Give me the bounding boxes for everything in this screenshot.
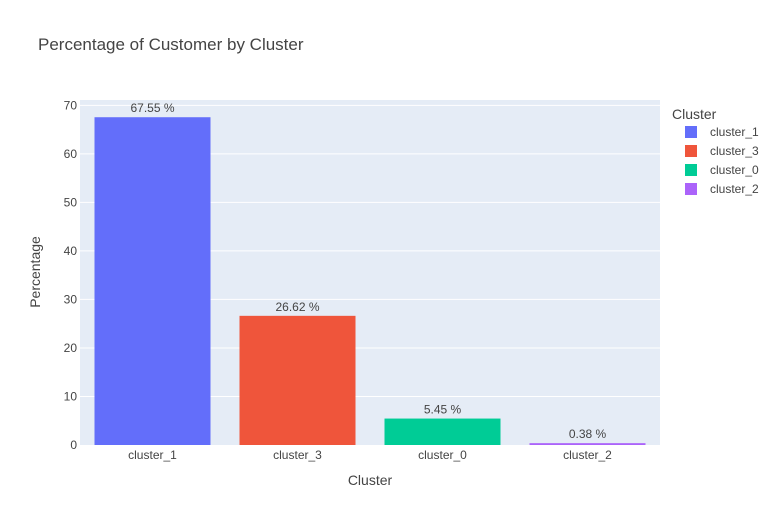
y-tick-label: 60 [64, 147, 78, 161]
legend-swatch-cluster_2[interactable] [685, 183, 697, 195]
x-tick-label: cluster_2 [563, 448, 612, 462]
legend-swatch-cluster_1[interactable] [685, 126, 697, 138]
x-axis-ticks: cluster_1 cluster_3 cluster_0 cluster_2 [128, 448, 612, 462]
y-tick-label: 20 [64, 341, 78, 355]
legend-title: Cluster [672, 106, 717, 122]
legend-entry-cluster_3[interactable]: cluster_3 [710, 144, 759, 158]
y-tick-label: 0 [70, 438, 77, 452]
legend-entry-cluster_0[interactable]: cluster_0 [710, 163, 759, 177]
legend-entry-cluster_1[interactable]: cluster_1 [710, 125, 759, 139]
bar-label-cluster_3: 26.62 % [275, 300, 319, 314]
bar-cluster_1 [94, 117, 211, 445]
y-tick-label: 50 [64, 195, 78, 209]
bar-cluster_2 [529, 443, 646, 445]
y-tick-label: 40 [64, 244, 78, 258]
y-tick-label: 10 [64, 389, 78, 403]
x-tick-label: cluster_0 [418, 448, 467, 462]
chart-title: Percentage of Customer by Cluster [38, 35, 304, 54]
bars [94, 117, 646, 445]
x-axis-title: Cluster [348, 472, 393, 488]
legend-swatch-cluster_3[interactable] [685, 145, 697, 157]
x-tick-label: cluster_3 [273, 448, 322, 462]
y-axis-ticks: 0 10 20 30 40 50 60 70 [64, 98, 78, 452]
bar-label-cluster_2: 0.38 % [569, 427, 607, 441]
y-tick-label: 70 [64, 98, 78, 112]
legend-swatch-cluster_0[interactable] [685, 164, 697, 176]
bar-label-cluster_0: 5.45 % [424, 403, 462, 417]
bar-labels: 67.55 % 26.62 % 5.45 % 0.38 % [130, 101, 606, 441]
bar-cluster_0 [384, 418, 501, 445]
x-tick-label: cluster_1 [128, 448, 177, 462]
legend: Cluster cluster_1 cluster_3 cluster_0clust… [672, 106, 759, 196]
bar-cluster_3 [239, 315, 356, 445]
y-tick-label: 30 [64, 292, 78, 306]
bar-label-cluster_1: 67.55 % [130, 101, 174, 115]
legend-entry-cluster_2[interactable]: cluster_2 [710, 182, 759, 196]
y-axis-title: Percentage [27, 236, 43, 308]
